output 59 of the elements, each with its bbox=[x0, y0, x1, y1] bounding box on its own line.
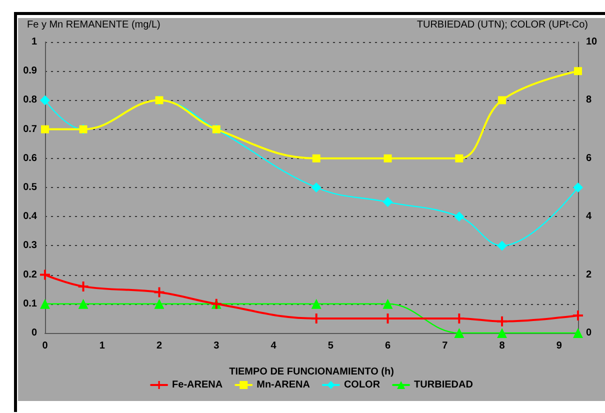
y-tick-label: 0.8 bbox=[23, 94, 38, 106]
x-tick-label: 0 bbox=[42, 340, 48, 352]
x-tick-label: 1 bbox=[99, 340, 106, 352]
point bbox=[41, 125, 49, 134]
y-tick-label: 0.2 bbox=[23, 269, 38, 280]
point bbox=[40, 95, 50, 106]
x-tick-label: 9 bbox=[556, 340, 562, 352]
point bbox=[573, 182, 583, 192]
legend-label: TURBIEDAD bbox=[414, 380, 473, 390]
point bbox=[78, 281, 88, 292]
y-tick-label: 0.6 bbox=[23, 152, 38, 164]
point bbox=[312, 154, 320, 162]
x-tick-label: 3 bbox=[214, 340, 220, 352]
y2-tick-label: 0 bbox=[586, 328, 592, 338]
y2-tick-label: 2 bbox=[586, 269, 592, 280]
point bbox=[382, 298, 393, 309]
y2-tick-label: 10 bbox=[586, 36, 598, 48]
x-axis-title: TIEMPO DE FUNCIONAMIENTO (h) bbox=[229, 366, 394, 378]
y2-axis-title: TURBIEDAD (UTN); COLOR (UPt-Co) bbox=[416, 20, 588, 30]
y-tick-label: 1 bbox=[31, 36, 38, 48]
x-tick-label: 5 bbox=[328, 340, 334, 352]
legend-label: COLOR bbox=[344, 380, 381, 390]
x-tick-label: 2 bbox=[156, 340, 162, 352]
y-tick-label: 0.7 bbox=[23, 124, 38, 135]
point bbox=[573, 310, 583, 321]
point bbox=[311, 298, 322, 309]
point bbox=[384, 154, 392, 162]
y-tick-label: 0.3 bbox=[23, 240, 38, 252]
x-tick-label: 8 bbox=[499, 340, 506, 352]
x-tick-label: 6 bbox=[384, 340, 391, 352]
point bbox=[574, 67, 582, 76]
y-tick-label: 0.9 bbox=[23, 66, 38, 77]
y-tick-label: 0.1 bbox=[23, 298, 38, 310]
point bbox=[497, 328, 508, 338]
y-tick-label: 0 bbox=[31, 328, 38, 338]
point bbox=[154, 298, 164, 309]
x-tick-label: 4 bbox=[270, 340, 277, 352]
y-tick-label: 0.4 bbox=[23, 211, 38, 222]
y2-tick-label: 4 bbox=[586, 211, 592, 222]
y2-tick-label: 6 bbox=[586, 152, 592, 164]
point bbox=[498, 96, 506, 104]
point bbox=[40, 298, 50, 309]
point bbox=[78, 298, 88, 309]
point bbox=[311, 182, 322, 192]
point bbox=[40, 270, 50, 280]
point bbox=[382, 197, 393, 208]
point bbox=[454, 212, 464, 222]
point bbox=[454, 328, 464, 338]
point bbox=[573, 328, 583, 338]
point bbox=[455, 154, 464, 162]
y-axis-title: Fe y Mn REMANENTE (mg/L) bbox=[27, 20, 160, 30]
legend-label: Fe-ARENA bbox=[172, 380, 223, 390]
x-tick-label: 7 bbox=[442, 340, 448, 352]
point bbox=[497, 240, 508, 251]
y2-tick-label: 8 bbox=[586, 94, 592, 106]
y-tick-label: 0.5 bbox=[23, 182, 38, 193]
legend-label: Mn-ARENA bbox=[256, 380, 310, 390]
point bbox=[497, 316, 508, 326]
point bbox=[154, 287, 164, 298]
